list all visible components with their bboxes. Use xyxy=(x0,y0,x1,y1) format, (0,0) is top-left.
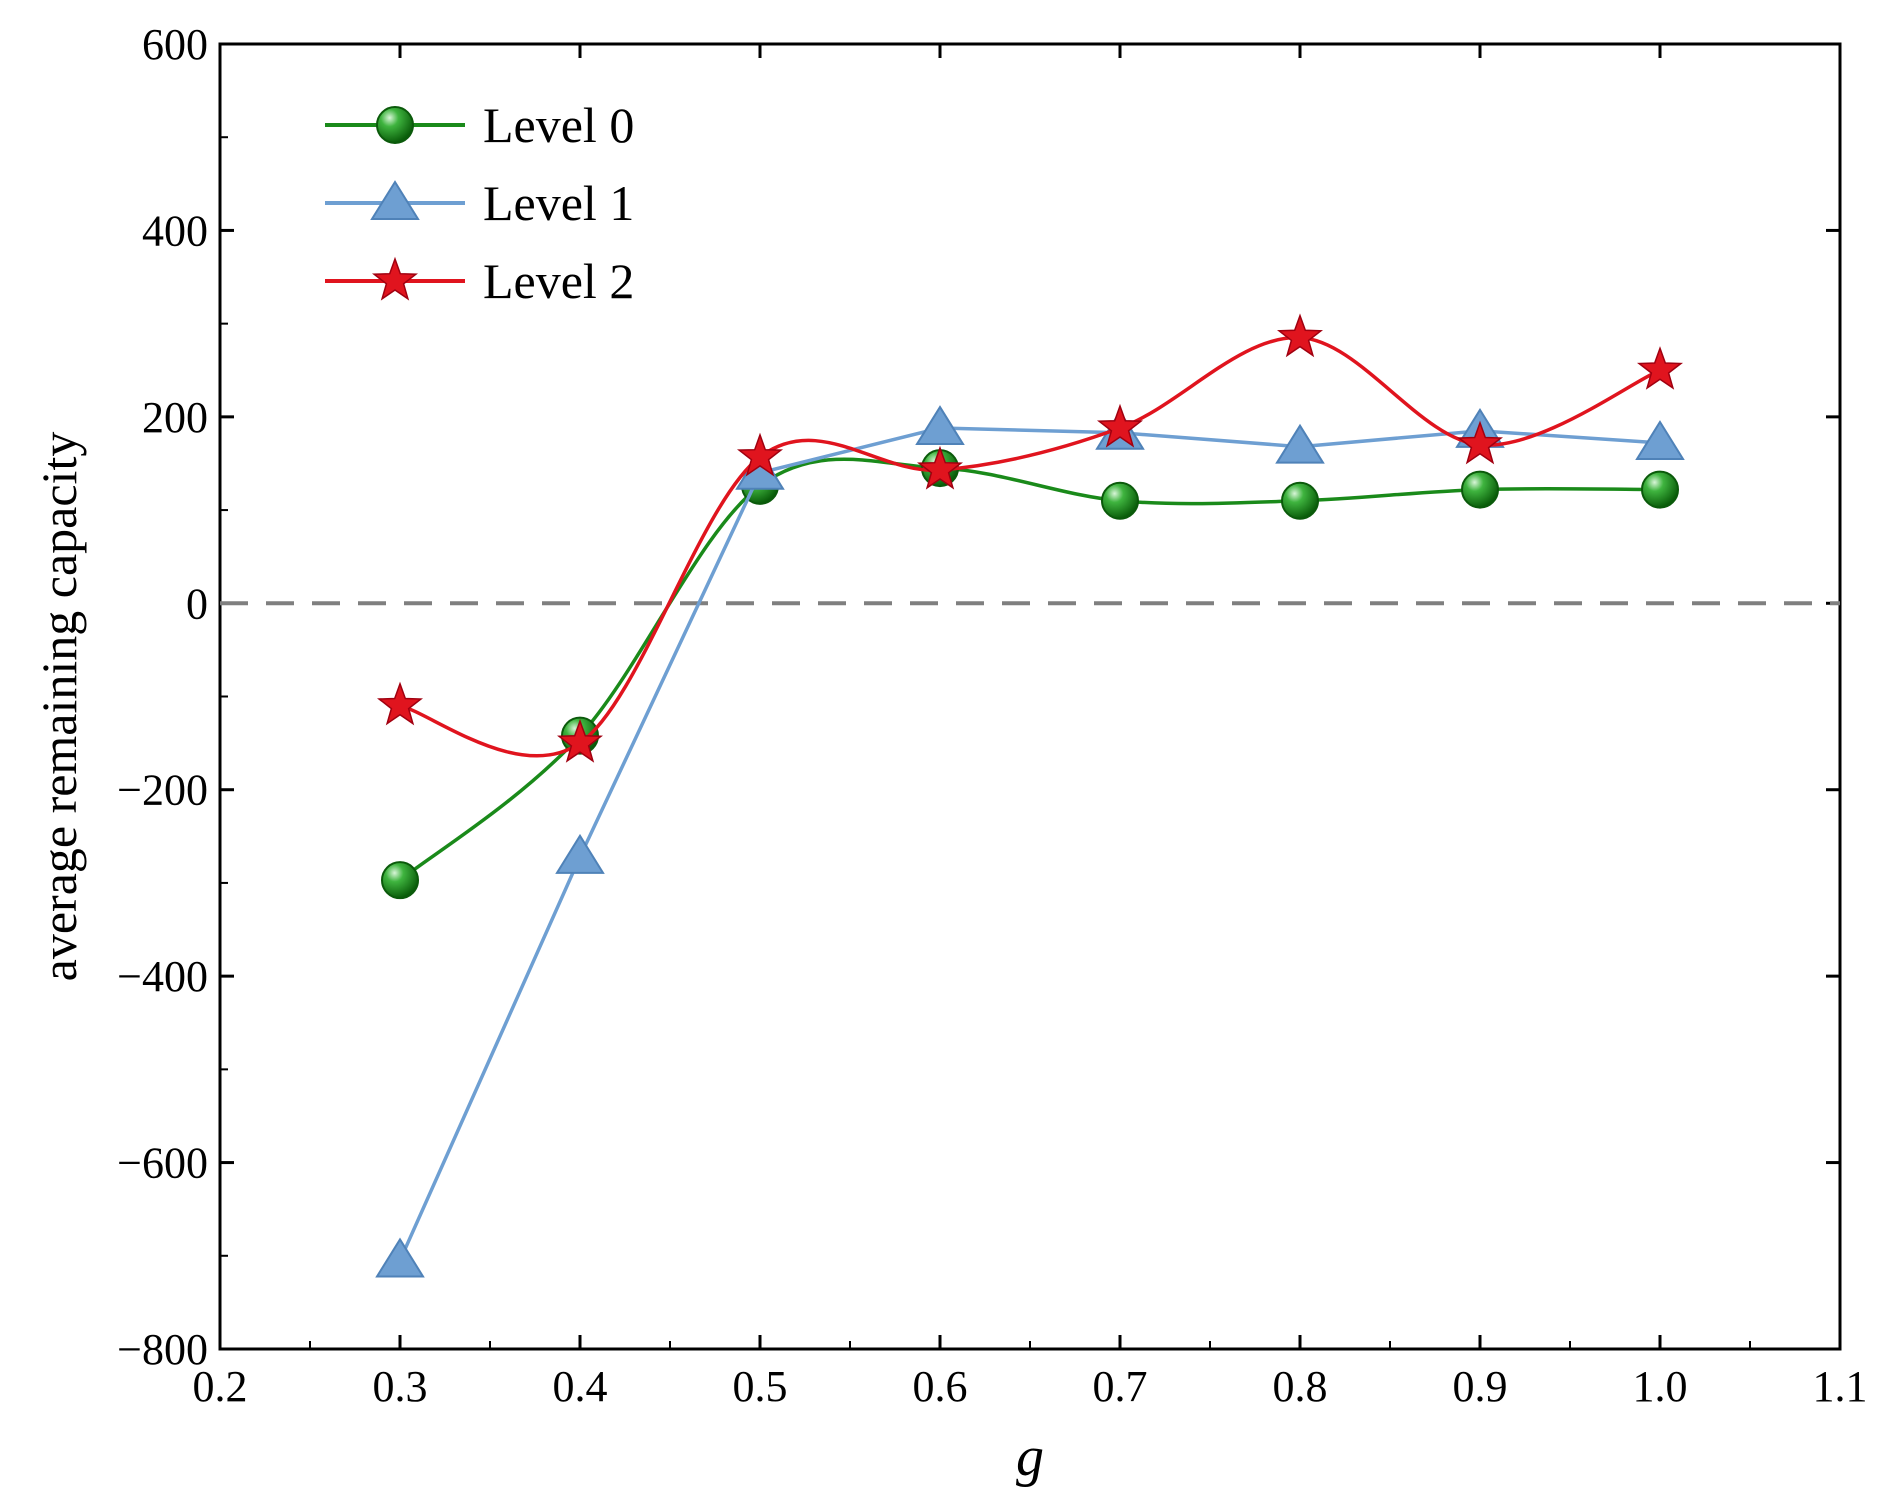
x-tick-label: 0.8 xyxy=(1273,1362,1328,1411)
y-tick-label: −400 xyxy=(117,952,208,1001)
data-point xyxy=(557,718,603,763)
data-point xyxy=(736,432,784,477)
series-level-2 xyxy=(377,313,1684,763)
data-point xyxy=(917,445,963,490)
x-tick-label: 0.4 xyxy=(553,1362,608,1411)
y-axis-title: average remaining capacity xyxy=(31,432,87,982)
x-tick-label: 0.9 xyxy=(1453,1362,1508,1411)
data-point xyxy=(1275,423,1325,464)
data-point xyxy=(1457,420,1503,465)
y-tick-label: −800 xyxy=(117,1325,208,1374)
y-tick-label: 200 xyxy=(142,393,208,442)
series-layer xyxy=(375,313,1685,1278)
y-tick-label: 400 xyxy=(142,206,208,255)
series-line xyxy=(399,335,1661,758)
legend: Level 0 Level 1 Level 2 xyxy=(325,97,634,309)
y-tick-label: −200 xyxy=(117,766,208,815)
x-tick-label: 0.7 xyxy=(1093,1362,1148,1411)
x-tick-label: 0.6 xyxy=(913,1362,968,1411)
legend-item: Level 1 xyxy=(325,175,634,231)
legend-marker xyxy=(372,256,418,301)
legend-marker xyxy=(370,180,420,220)
legend-item: Level 2 xyxy=(325,253,634,309)
data-point xyxy=(1641,470,1679,509)
x-tick-label: 1.1 xyxy=(1813,1362,1868,1411)
data-point xyxy=(1461,470,1499,509)
series-level-0 xyxy=(381,449,1679,900)
data-point xyxy=(1277,313,1323,358)
legend-marker xyxy=(376,106,414,144)
x-axis-title: g xyxy=(1016,1426,1044,1488)
data-point xyxy=(915,405,965,446)
legend-label: Level 0 xyxy=(483,97,634,153)
data-point xyxy=(1101,481,1139,520)
legend-item: Level 0 xyxy=(325,97,634,153)
data-point xyxy=(377,681,423,726)
y-tick-label: 0 xyxy=(186,579,208,628)
legend-label: Level 2 xyxy=(483,253,634,309)
data-point xyxy=(375,1237,425,1278)
axes: 0.2 0.3 0.4 0.5 0.6 0.7 0.8 0.9 1.0 1.1 600 400 200 0… xyxy=(117,20,1867,1411)
data-point xyxy=(555,833,605,874)
data-point xyxy=(1636,346,1684,390)
x-tick-label: 0.2 xyxy=(193,1362,248,1411)
series-line xyxy=(398,426,1661,1262)
series-level-1 xyxy=(375,405,1685,1278)
data-point xyxy=(1281,481,1319,520)
x-tick-label: 0.5 xyxy=(733,1362,788,1411)
series-line xyxy=(398,457,1661,882)
plot-frame xyxy=(218,42,1842,1351)
y-tick-label: 600 xyxy=(142,20,208,69)
x-tick-label: 0.3 xyxy=(373,1362,428,1411)
legend-label: Level 1 xyxy=(483,175,634,231)
data-point xyxy=(1635,420,1685,460)
y-tick-label: −600 xyxy=(117,1139,208,1188)
x-tick-label: 1.0 xyxy=(1633,1362,1688,1411)
data-point xyxy=(1096,403,1144,448)
data-point xyxy=(381,861,419,900)
